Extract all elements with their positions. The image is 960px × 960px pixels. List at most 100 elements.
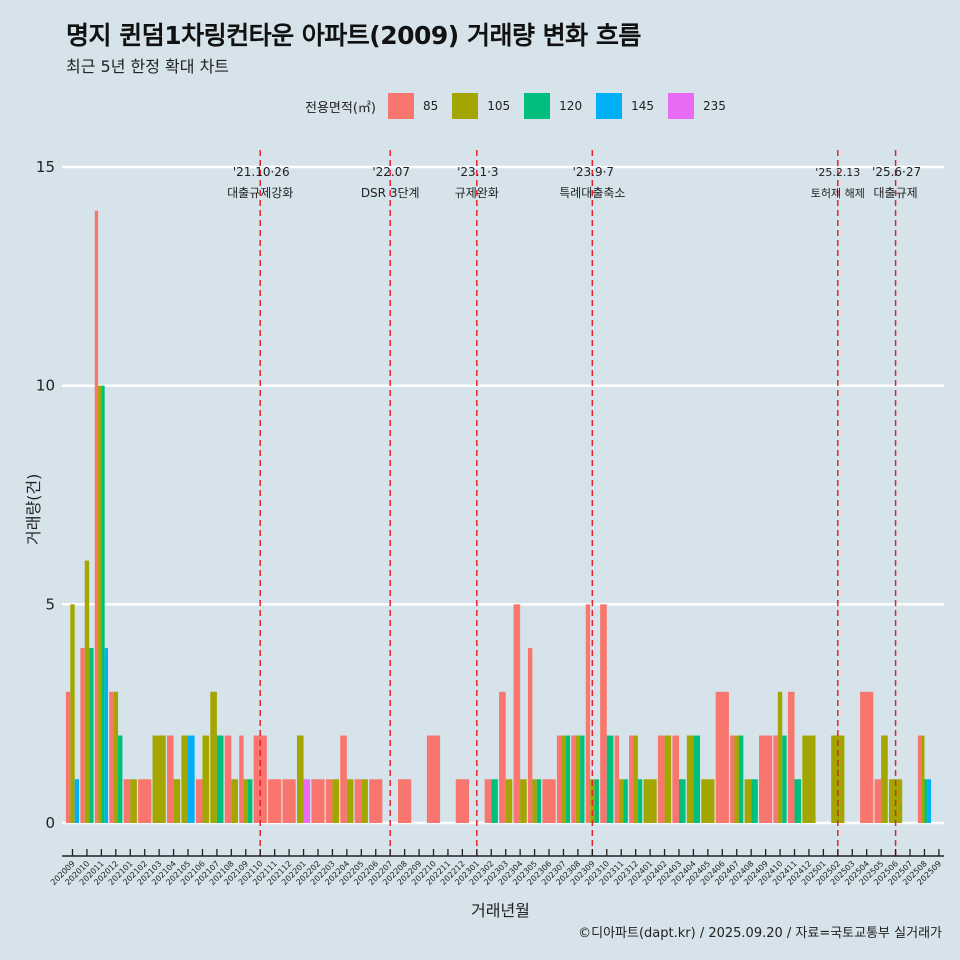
bar-202112-85 (282, 779, 296, 823)
bar-202012-85 (109, 691, 114, 823)
legend: 전용면적(㎡) 85 105 120 145 235 (305, 93, 740, 119)
bar-202305-105 (532, 779, 537, 823)
bar-202410-105 (777, 691, 783, 823)
legend-swatch (596, 93, 623, 119)
bar-202201-235 (303, 779, 311, 823)
bar-202107-105 (210, 691, 217, 823)
bar-202312-85 (629, 735, 634, 823)
bar-202508-105 (921, 735, 925, 823)
bar-202206-85 (369, 779, 383, 823)
x-axis-label: 거래년월 (471, 901, 530, 920)
bar-202508-145 (927, 779, 932, 823)
bar-202310-85 (600, 604, 607, 823)
bar-202408-105 (744, 779, 752, 823)
bar-202105-105 (181, 735, 189, 823)
bar-202311-85 (614, 735, 620, 823)
bar-202505-85 (874, 779, 882, 823)
bar-202305-85 (527, 648, 533, 823)
bar-202405-105 (701, 779, 715, 823)
bar-202201-105 (296, 735, 304, 823)
legend-swatch (524, 93, 551, 119)
bar-202312-120 (637, 779, 643, 823)
bar-202401-105 (643, 779, 657, 823)
bar-202010-85 (80, 648, 85, 823)
bar-202204-105 (346, 779, 354, 823)
bar-202304-105 (520, 779, 527, 823)
bar-202202-85 (311, 779, 325, 823)
bar-202010-120 (89, 648, 94, 823)
event-label: 특례대출축소 (559, 186, 625, 200)
event-date: '22.07 (372, 165, 410, 179)
legend-label: 120 (559, 99, 583, 113)
y-axis: 0 5 10 15 (36, 158, 55, 832)
bar-202309-120 (594, 779, 599, 823)
legend-title: 전용면적(㎡) (305, 100, 376, 116)
bar-202312-105 (633, 735, 638, 823)
y-tick-label: 0 (45, 814, 55, 832)
bar-202508-85 (917, 735, 922, 823)
chart-title: 명지 퀸덤1차링컨타운 아파트(2009) 거래량 변화 흐름 (66, 21, 641, 50)
bar-202411-85 (787, 691, 795, 823)
bar-202011-85 (94, 210, 99, 823)
x-axis: 2020092020102020112020122021012021022021… (49, 849, 944, 887)
y-tick-label: 15 (36, 158, 55, 176)
bar-202308-85 (571, 735, 576, 823)
bar-202403-120 (678, 779, 686, 823)
bar-202410-120 (782, 735, 787, 823)
bar-202102-85 (138, 779, 152, 823)
bar-202402-105 (664, 735, 672, 823)
legend-item-235: 235 (667, 93, 726, 119)
bar-202107-120 (216, 735, 224, 823)
bar-202108-105 (231, 779, 238, 823)
chart-subtitle: 최근 5년 한정 확대 차트 (66, 57, 230, 76)
legend-item-105: 105 (452, 93, 510, 119)
bar-202406-85 (715, 691, 729, 823)
legend-swatch (387, 93, 414, 119)
bar-202308-120 (580, 735, 585, 823)
bar-202011-145 (104, 648, 108, 823)
bar-202508-120 (924, 779, 928, 823)
bar-202012-120 (118, 735, 123, 823)
bar-202109-105 (243, 779, 248, 823)
bar-202410-85 (773, 735, 778, 823)
bar-202204-85 (340, 735, 347, 823)
bar-202109-85 (239, 735, 244, 823)
event-label: 대출규제강화 (227, 186, 293, 200)
bar-202404-105 (686, 735, 694, 823)
legend-label: 105 (487, 99, 511, 113)
bar-202310-120 (606, 735, 614, 823)
bar-202303-105 (505, 779, 513, 823)
bar-202402-85 (657, 735, 665, 823)
bar-202106-105 (202, 735, 210, 823)
bar-202101-85 (123, 779, 131, 823)
event-label: 대출규제 (873, 186, 917, 200)
bar-202407-85 (730, 735, 735, 823)
y-tick-label: 10 (36, 377, 55, 395)
event-date: '25.2.13 (815, 166, 860, 179)
event-label: 규제완화 (455, 186, 499, 200)
bar-202409-85 (759, 735, 773, 823)
bar-202009-85 (65, 691, 71, 823)
bar-202104-85 (166, 735, 174, 823)
event-lines (259, 150, 897, 856)
bar-202203-85 (325, 779, 333, 823)
bar-202305-120 (536, 779, 542, 823)
bar-202404-120 (693, 735, 701, 823)
bar-202309-85 (585, 604, 591, 823)
bar-202505-105 (881, 735, 888, 823)
bar-202009-105 (70, 604, 75, 823)
bar-202303-85 (499, 691, 506, 823)
bar-202208-85 (398, 779, 412, 823)
bar-202308-105 (575, 735, 581, 823)
bar-202010-105 (84, 560, 90, 823)
bar-202009-145 (74, 779, 80, 823)
bar-202307-120 (565, 735, 571, 823)
bar-202011-105 (98, 385, 102, 823)
legend-label: 145 (631, 99, 654, 113)
bar-202105-145 (188, 735, 195, 823)
bar-202012-105 (113, 691, 119, 823)
bar-202203-105 (332, 779, 340, 823)
bar-202101-105 (130, 779, 137, 823)
bar-202106-85 (195, 779, 203, 823)
